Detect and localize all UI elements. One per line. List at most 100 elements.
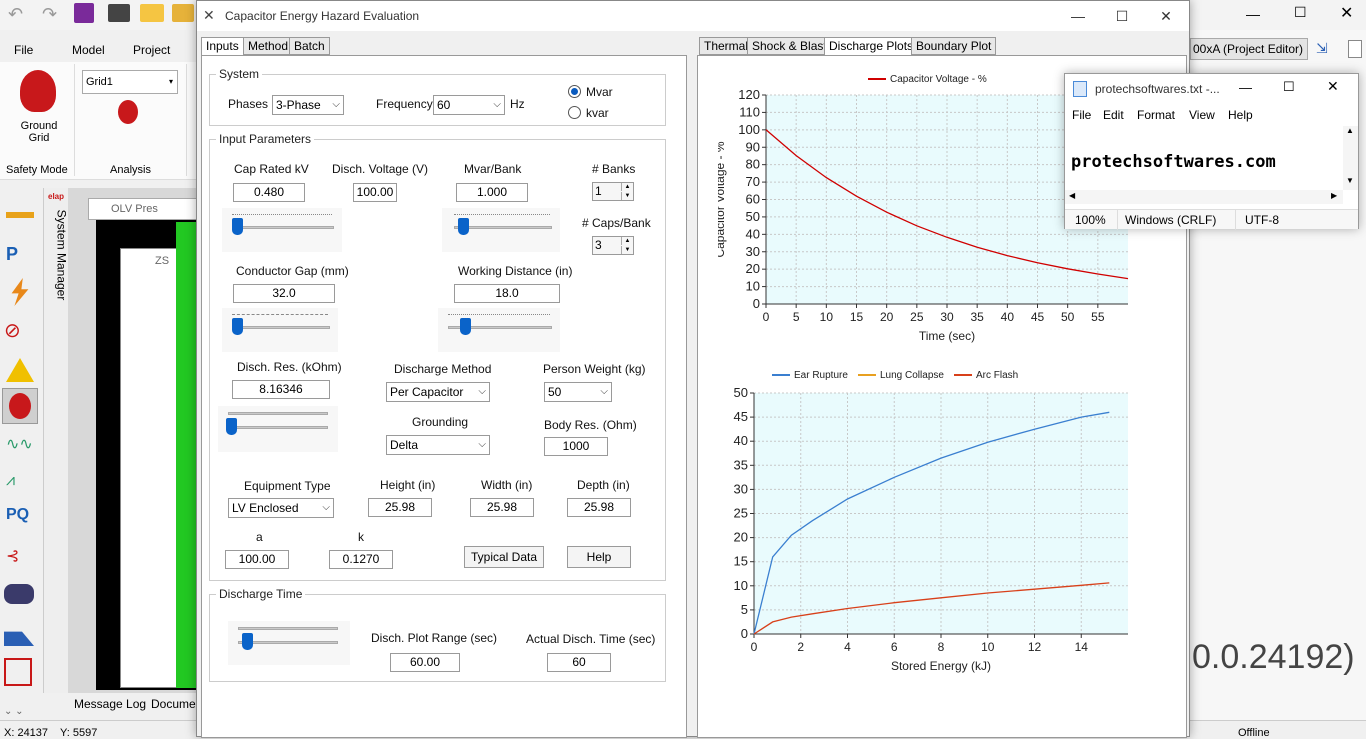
kvar-radio[interactable] — [568, 106, 581, 119]
canvas-tab-olv[interactable]: OLV Pres — [88, 198, 200, 220]
conductor-gap-input[interactable]: 32.0 — [233, 284, 335, 303]
actual-time-input[interactable]: 60 — [547, 653, 611, 672]
short-circuit-icon[interactable] — [11, 278, 29, 306]
cable-icon[interactable] — [4, 584, 34, 604]
close-icon[interactable]: ✕ — [1340, 5, 1354, 22]
help-arrow-icon[interactable]: ⇲ — [1316, 40, 1328, 56]
height-input[interactable]: 25.98 — [368, 498, 432, 517]
grounding-select[interactable]: Delta ⌵ — [386, 435, 490, 455]
slider-thumb[interactable] — [242, 633, 253, 650]
menu-project[interactable]: Project — [133, 43, 171, 57]
ground-grid-icon[interactable] — [20, 70, 56, 112]
np-menu-view[interactable]: View — [1189, 108, 1215, 122]
body-res-input[interactable]: 1000 — [544, 437, 608, 456]
minimize-icon[interactable]: — — [1239, 80, 1252, 95]
active-tool-highlight[interactable] — [2, 388, 38, 424]
person-weight-select[interactable]: 50 ⌵ — [544, 382, 612, 402]
transient-stability-icon[interactable]: ⩘ — [6, 472, 16, 489]
reliability-icon[interactable]: ⊰ — [6, 548, 20, 565]
discharge-method-select[interactable]: Per Capacitor ⌵ — [386, 382, 490, 402]
message-log-tab[interactable]: Message Log — [74, 697, 147, 711]
banks-spinner[interactable]: 1 ▲ ▼ — [592, 182, 634, 201]
vertical-scrollbar[interactable]: ▲ ▼ — [1343, 126, 1358, 190]
protection-icon[interactable]: ⊘ — [4, 320, 21, 342]
dialog-titlebar[interactable]: ✕ Capacitor Energy Hazard Evaluation — ☐… — [197, 1, 1189, 31]
tab-discharge-plots[interactable]: Discharge Plots — [824, 37, 919, 56]
phases-select[interactable]: 3-Phase ⌵ — [272, 95, 344, 115]
bus-tool-icon[interactable] — [6, 212, 34, 218]
scroll-up-icon[interactable]: ▲ — [1346, 126, 1354, 135]
plot-range-input[interactable]: 60.00 — [390, 653, 460, 672]
disch-voltage-input[interactable]: 100.00 — [353, 183, 397, 202]
project-editor-combo[interactable]: 00xA (Project Editor) — [1190, 38, 1308, 60]
horizontal-scrollbar[interactable]: ◀ ▶ — [1065, 190, 1343, 204]
caps-bank-spinner[interactable]: 3 ▲ ▼ — [592, 236, 634, 255]
tab-thermal[interactable]: Thermal — [699, 37, 754, 55]
minimize-icon[interactable]: — — [1246, 6, 1260, 22]
documents-tab[interactable]: Docume — [151, 697, 196, 711]
a-input[interactable]: 100.00 — [225, 550, 289, 569]
np-menu-edit[interactable]: Edit — [1103, 108, 1124, 122]
open-folder-icon[interactable] — [172, 4, 194, 22]
maximize-icon[interactable]: ☐ — [1115, 8, 1129, 24]
disch-res-slider[interactable] — [218, 406, 338, 452]
system-manager-label[interactable]: System Manager — [54, 209, 69, 301]
maximize-icon[interactable]: ☐ — [1283, 79, 1295, 94]
menu-file[interactable]: File — [14, 43, 34, 57]
print-icon[interactable] — [108, 4, 130, 22]
slider-thumb[interactable] — [226, 418, 237, 435]
tab-boundary-plot[interactable]: Boundary Plot — [911, 37, 997, 55]
scroll-right-icon[interactable]: ▶ — [1331, 191, 1338, 200]
slider-thumb[interactable] — [460, 318, 471, 335]
depth-input[interactable]: 25.98 — [567, 498, 631, 517]
load-flow-icon[interactable]: P — [6, 244, 19, 264]
conductor-gap-slider[interactable] — [222, 308, 338, 352]
maximize-icon[interactable]: ☐ — [1294, 4, 1307, 20]
scroll-down-icon[interactable]: ▼ — [1346, 176, 1354, 185]
tab-inputs[interactable]: Inputs — [201, 37, 244, 56]
grid-combo[interactable]: Grid1 ▾ — [82, 70, 178, 94]
spin-up-icon[interactable]: ▲ — [621, 183, 633, 191]
tab-shock-blast[interactable]: Shock & Blast — [747, 37, 832, 55]
equipment-type-select[interactable]: LV Enclosed ⌵ — [228, 498, 334, 518]
frequency-select[interactable]: 60 ⌵ — [433, 95, 505, 115]
collapse-icon[interactable]: ⌄ ⌄ — [4, 706, 24, 717]
renewable-icon[interactable] — [4, 631, 34, 646]
spin-down-icon[interactable]: ▼ — [621, 192, 633, 200]
tab-method[interactable]: Method — [243, 37, 294, 55]
new-folder-icon[interactable] — [140, 4, 164, 22]
mvar-bank-input[interactable]: 1.000 — [456, 183, 528, 202]
harmonics-icon[interactable]: ∿∿ — [6, 436, 33, 453]
scroll-left-icon[interactable]: ◀ — [1069, 191, 1076, 200]
slider-thumb[interactable] — [458, 218, 469, 235]
spin-down-icon[interactable]: ▼ — [621, 246, 633, 254]
cap-rated-kv-input[interactable]: 0.480 — [233, 183, 305, 202]
np-menu-format[interactable]: Format — [1137, 108, 1176, 122]
working-distance-input[interactable]: 18.0 — [454, 284, 560, 303]
discharge-time-slider[interactable] — [228, 621, 350, 665]
mvar-bank-slider[interactable] — [442, 208, 560, 252]
minimize-icon[interactable]: — — [1071, 8, 1085, 24]
cap-rated-kv-slider[interactable] — [222, 208, 342, 252]
redo-icon[interactable]: ↷ — [42, 4, 58, 24]
np-menu-file[interactable]: File — [1072, 108, 1092, 122]
k-input[interactable]: 0.1270 — [329, 550, 393, 569]
close-icon[interactable]: ✕ — [1160, 8, 1172, 24]
grid-analysis-icon[interactable] — [118, 100, 138, 124]
optimal-power-flow-icon[interactable]: PQ — [6, 506, 30, 523]
menu-model[interactable]: Model — [72, 43, 105, 57]
slider-thumb[interactable] — [232, 218, 243, 235]
width-input[interactable]: 25.98 — [470, 498, 534, 517]
close-icon[interactable]: ✕ — [1327, 78, 1339, 94]
typical-data-button[interactable]: Typical Data — [464, 546, 544, 568]
scroll-button[interactable] — [1348, 40, 1362, 58]
tab-batch[interactable]: Batch — [289, 37, 330, 55]
working-distance-slider[interactable] — [438, 308, 560, 352]
control-circuit-icon[interactable] — [4, 658, 32, 686]
arc-flash-icon[interactable] — [6, 358, 34, 382]
help-button[interactable]: Help — [567, 546, 631, 568]
save-icon[interactable] — [74, 3, 94, 23]
np-menu-help[interactable]: Help — [1228, 108, 1253, 122]
mvar-radio[interactable] — [568, 85, 581, 98]
spin-up-icon[interactable]: ▲ — [621, 237, 633, 245]
